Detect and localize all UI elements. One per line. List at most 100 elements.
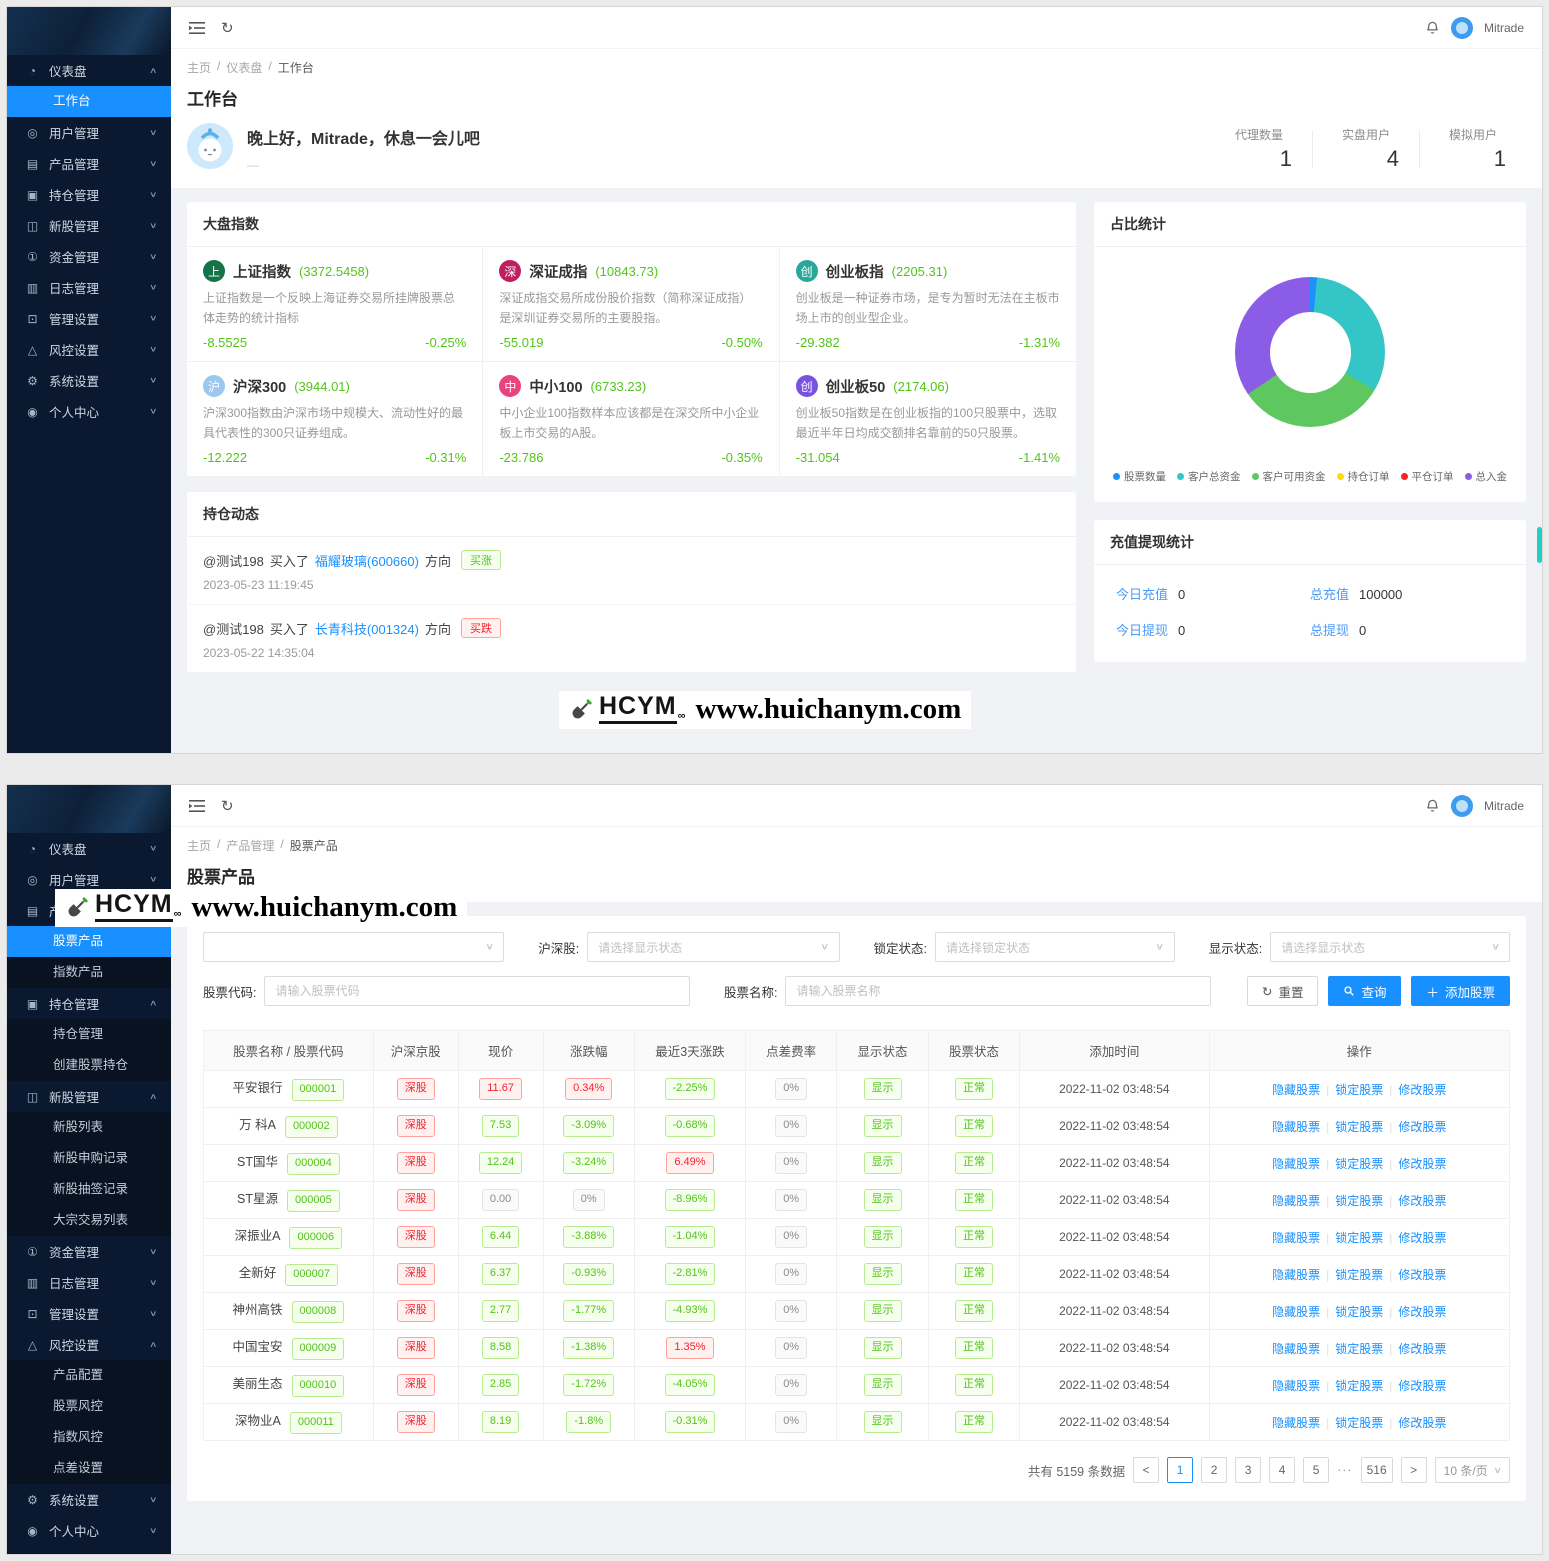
- sidebar-item-positions[interactable]: ▣持仓管理∨: [7, 179, 171, 210]
- action-link-1[interactable]: 锁定股票: [1335, 1268, 1383, 1282]
- lock-filter-select[interactable]: 请选择锁定状态 ∨: [935, 932, 1175, 962]
- action-link-2[interactable]: 修改股票: [1398, 1120, 1446, 1134]
- sidebar-subitem-ipo-subscribe-records[interactable]: 新股申购记录: [7, 1143, 171, 1174]
- action-link-0[interactable]: 隐藏股票: [1272, 1342, 1320, 1356]
- page-button-5[interactable]: 5: [1303, 1457, 1329, 1483]
- sidebar-item-admin-settings[interactable]: ⊡管理设置∨: [7, 1298, 171, 1329]
- action-link-0[interactable]: 隐藏股票: [1272, 1305, 1320, 1319]
- sidebar-item-logs[interactable]: ▥日志管理∨: [7, 1267, 171, 1298]
- breadcrumb-item[interactable]: 主页: [187, 59, 211, 76]
- collapse-sidebar-icon[interactable]: [189, 21, 205, 35]
- recharge-stat-label[interactable]: 今日提现: [1116, 623, 1168, 638]
- action-link-0[interactable]: 隐藏股票: [1272, 1157, 1320, 1171]
- refresh-icon[interactable]: ↻: [221, 797, 234, 815]
- sidebar-item-products[interactable]: ▤产品管理∨: [7, 148, 171, 179]
- sidebar-subitem-create-stock-position[interactable]: 创建股票持仓: [7, 1050, 171, 1081]
- market-filter-select[interactable]: 请选择显示状态 ∨: [587, 932, 839, 962]
- sidebar-subitem-stock-product[interactable]: 股票产品: [7, 926, 171, 957]
- recharge-stat-label[interactable]: 总提现: [1310, 623, 1349, 638]
- page-button-1[interactable]: 1: [1167, 1457, 1193, 1483]
- action-link-2[interactable]: 修改股票: [1398, 1083, 1446, 1097]
- action-link-0[interactable]: 隐藏股票: [1272, 1416, 1320, 1430]
- position-stock-link[interactable]: 长青科技(001324): [315, 619, 419, 638]
- position-stock-link[interactable]: 福耀玻璃(600660): [315, 551, 419, 570]
- sidebar-item-risk-settings[interactable]: △风控设置∧: [7, 1329, 171, 1360]
- page-size-select[interactable]: 10 条/页∨: [1435, 1457, 1510, 1483]
- legend-item[interactable]: 平仓订单: [1401, 469, 1454, 484]
- page-button-516[interactable]: 516: [1361, 1457, 1393, 1483]
- page-button-4[interactable]: 4: [1269, 1457, 1295, 1483]
- user-avatar[interactable]: [1451, 17, 1473, 39]
- scrollbar-indicator[interactable]: [1537, 527, 1542, 563]
- action-link-1[interactable]: 锁定股票: [1335, 1416, 1383, 1430]
- notification-bell-icon[interactable]: [1425, 798, 1440, 814]
- action-link-2[interactable]: 修改股票: [1398, 1342, 1446, 1356]
- sidebar-item-profile[interactable]: ◉个人中心∨: [7, 396, 171, 427]
- action-link-1[interactable]: 锁定股票: [1335, 1083, 1383, 1097]
- notification-bell-icon[interactable]: [1425, 20, 1440, 36]
- sidebar-subitem-ipo-lottery-records[interactable]: 新股抽签记录: [7, 1174, 171, 1205]
- action-link-1[interactable]: 锁定股票: [1335, 1231, 1383, 1245]
- sidebar-item-ipo[interactable]: ◫新股管理∧: [7, 1081, 171, 1112]
- sidebar-item-profile[interactable]: ◉个人中心∨: [7, 1515, 171, 1546]
- action-link-2[interactable]: 修改股票: [1398, 1416, 1446, 1430]
- sidebar-subitem-spread-settings[interactable]: 点差设置: [7, 1453, 171, 1484]
- breadcrumb-item[interactable]: 产品管理: [226, 837, 274, 854]
- add-stock-button[interactable]: ＋ 添加股票: [1411, 976, 1510, 1006]
- sidebar-item-funds[interactable]: ①资金管理∨: [7, 1236, 171, 1267]
- sidebar-subitem-stock-risk[interactable]: 股票风控: [7, 1391, 171, 1422]
- sidebar-item-system-settings[interactable]: ⚙系统设置∨: [7, 1484, 171, 1515]
- action-link-1[interactable]: 锁定股票: [1335, 1194, 1383, 1208]
- query-button[interactable]: 查询: [1328, 976, 1401, 1006]
- action-link-2[interactable]: 修改股票: [1398, 1305, 1446, 1319]
- action-link-0[interactable]: 隐藏股票: [1272, 1120, 1320, 1134]
- sidebar-item-dashboard[interactable]: ◔仪表盘∧: [7, 55, 171, 86]
- sidebar-item-dashboard[interactable]: ◔仪表盘∨: [7, 833, 171, 864]
- sidebar-item-ipo[interactable]: ◫新股管理∨: [7, 210, 171, 241]
- action-link-2[interactable]: 修改股票: [1398, 1157, 1446, 1171]
- breadcrumb-item[interactable]: 主页: [187, 837, 211, 854]
- recharge-stat-label[interactable]: 总充值: [1310, 587, 1349, 602]
- action-link-1[interactable]: 锁定股票: [1335, 1342, 1383, 1356]
- action-link-0[interactable]: 隐藏股票: [1272, 1379, 1320, 1393]
- sidebar-item-funds[interactable]: ①资金管理∨: [7, 241, 171, 272]
- sidebar-subitem-index-product[interactable]: 指数产品: [7, 957, 171, 988]
- sidebar-subitem-product-config[interactable]: 产品配置: [7, 1360, 171, 1391]
- prev-page-button[interactable]: <: [1133, 1457, 1159, 1483]
- refresh-icon[interactable]: ↻: [221, 19, 234, 37]
- action-link-2[interactable]: 修改股票: [1398, 1379, 1446, 1393]
- action-link-2[interactable]: 修改股票: [1398, 1268, 1446, 1282]
- action-link-1[interactable]: 锁定股票: [1335, 1157, 1383, 1171]
- action-link-0[interactable]: 隐藏股票: [1272, 1231, 1320, 1245]
- legend-item[interactable]: 客户可用资金: [1252, 469, 1326, 484]
- sidebar-subitem-ipo-list[interactable]: 新股列表: [7, 1112, 171, 1143]
- stock-name-input[interactable]: [785, 976, 1211, 1006]
- page-button-2[interactable]: 2: [1201, 1457, 1227, 1483]
- action-link-0[interactable]: 隐藏股票: [1272, 1268, 1320, 1282]
- show-filter-select[interactable]: 请选择显示状态 ∨: [1270, 932, 1510, 962]
- sidebar-subitem-position-manage[interactable]: 持仓管理: [7, 1019, 171, 1050]
- sidebar-item-positions[interactable]: ▣持仓管理∧: [7, 988, 171, 1019]
- page-button-3[interactable]: 3: [1235, 1457, 1261, 1483]
- action-link-1[interactable]: 锁定股票: [1335, 1305, 1383, 1319]
- sidebar-item-risk-settings[interactable]: △风控设置∨: [7, 334, 171, 365]
- filter-select-1[interactable]: ∨: [203, 932, 504, 962]
- action-link-0[interactable]: 隐藏股票: [1272, 1083, 1320, 1097]
- legend-item[interactable]: 持仓订单: [1337, 469, 1390, 484]
- next-page-button[interactable]: >: [1401, 1457, 1427, 1483]
- action-link-2[interactable]: 修改股票: [1398, 1194, 1446, 1208]
- stock-code-input[interactable]: [264, 976, 690, 1006]
- legend-item[interactable]: 股票数量: [1113, 469, 1166, 484]
- sidebar-item-logs[interactable]: ▥日志管理∨: [7, 272, 171, 303]
- reset-button[interactable]: ↻ 重置: [1247, 976, 1319, 1006]
- action-link-0[interactable]: 隐藏股票: [1272, 1194, 1320, 1208]
- user-avatar[interactable]: [1451, 795, 1473, 817]
- sidebar-subitem-workbench[interactable]: 工作台: [7, 86, 171, 117]
- sidebar-subitem-index-risk[interactable]: 指数风控: [7, 1422, 171, 1453]
- sidebar-item-system-settings[interactable]: ⚙系统设置∨: [7, 365, 171, 396]
- legend-item[interactable]: 客户总资金: [1177, 469, 1241, 484]
- action-link-1[interactable]: 锁定股票: [1335, 1379, 1383, 1393]
- action-link-1[interactable]: 锁定股票: [1335, 1120, 1383, 1134]
- recharge-stat-label[interactable]: 今日充值: [1116, 587, 1168, 602]
- sidebar-item-admin-settings[interactable]: ⊡管理设置∨: [7, 303, 171, 334]
